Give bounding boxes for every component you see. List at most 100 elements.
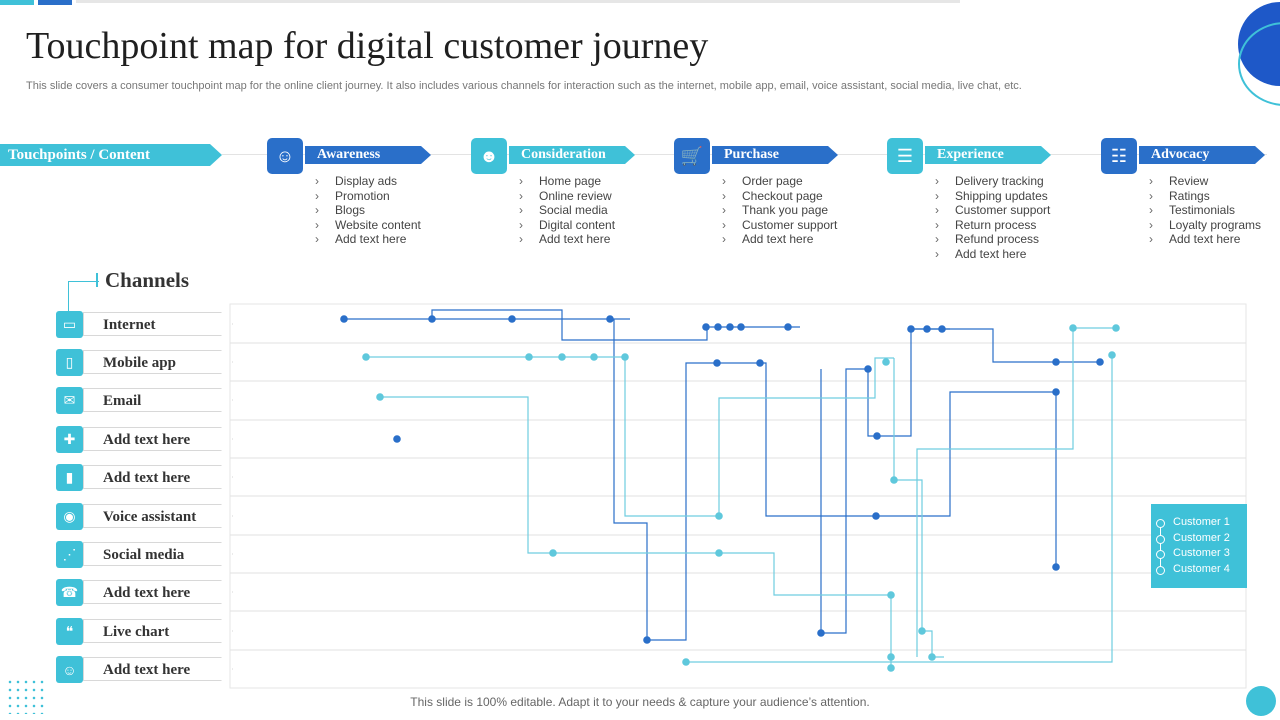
journey-path-light [893, 358, 944, 658]
channels-connector [68, 281, 99, 312]
legend-line [1160, 521, 1161, 571]
stage-touchpoint-list: Delivery trackingShipping updatesCustome… [935, 174, 1050, 261]
touchpoint-node-dark [1052, 563, 1060, 571]
touchpoint-node-dark [643, 636, 651, 644]
touchpoint-node-light [887, 591, 895, 599]
touchpoint-item: Promotion [315, 189, 421, 204]
touchpoint-node-light [376, 393, 384, 401]
stage-touchpoint-list: Display adsPromotionBlogsWebsite content… [315, 174, 421, 247]
voice-assistant-icon: ◉ [56, 503, 83, 530]
touchpoint-node-dark [606, 315, 614, 323]
legend-item: Customer 1 [1173, 516, 1230, 528]
page-subtitle: This slide covers a consumer touchpoint … [26, 80, 1022, 92]
touchpoint-node-dark [340, 315, 348, 323]
corner-dot [1246, 686, 1276, 716]
top-accent-bar [0, 0, 34, 5]
touchpoints-content-label: Touchpoints / Content [0, 144, 222, 166]
touchpoint-item: Add text here [519, 232, 615, 247]
touchpoint-item: Add text here [315, 232, 421, 247]
touchpoint-item: Home page [519, 174, 615, 189]
channel-label: Add text here [83, 465, 233, 489]
touchpoint-item: Customer support [935, 203, 1050, 218]
touchpoint-node-light [887, 664, 895, 672]
stage-touchpoint-list: Home pageOnline reviewSocial mediaDigita… [519, 174, 615, 247]
top-divider-line [76, 0, 960, 3]
puzzle-icon: ✚ [56, 426, 83, 453]
touchpoint-item: Testimonials [1149, 203, 1261, 218]
journey-path-dark [561, 319, 800, 341]
touchpoint-node-light [918, 627, 926, 635]
legend-item: Customer 2 [1173, 531, 1230, 544]
touchpoint-node-light [882, 358, 890, 366]
channel-label: Add text here [83, 657, 233, 681]
legend-item: Customer 3 [1173, 547, 1230, 559]
customer-legend: Customer 1 Customer 2 Customer 3 Customer 4 [1151, 504, 1247, 588]
legend-marker [1156, 550, 1165, 559]
touchpoint-node-dark [737, 323, 745, 331]
journey-path-light [686, 355, 1113, 663]
touchpoint-item: Digital content [519, 218, 615, 233]
touchpoint-node-dark [1052, 388, 1060, 396]
journey-path-dark [431, 309, 563, 319]
touchpoint-node-dark [428, 315, 436, 323]
share-icon: ⋰ [56, 541, 83, 568]
touchpoint-item: Refund process [935, 232, 1050, 247]
touchpoint-item: Return process [935, 218, 1050, 233]
touchpoint-node-light [590, 353, 598, 361]
stage-touchpoint-list: ReviewRatingsTestimonialsLoyalty program… [1149, 174, 1261, 247]
stage-label-experience: Experience [925, 146, 1051, 164]
channel-label: Mobile app [83, 350, 233, 374]
touchpoint-item: Loyalty programs [1149, 218, 1261, 233]
touchpoint-node-dark [872, 512, 880, 520]
channel-label: Social media [83, 542, 233, 566]
touchpoint-node-dark [923, 325, 931, 333]
touchpoint-item: Display ads [315, 174, 421, 189]
touchpoint-node-dark [817, 629, 825, 637]
channels-title: Channels [105, 268, 190, 292]
touchpoint-node-light [549, 549, 557, 557]
touchpoint-node-light [621, 353, 629, 361]
touchpoint-node-dark [756, 359, 764, 367]
touchpoint-item: Social media [519, 203, 615, 218]
journey-path-dark [821, 328, 1100, 634]
shopping-cart-icon: 🛒 [674, 138, 710, 174]
phone-icon: ▮ [56, 464, 83, 491]
journey-path-light [718, 357, 894, 516]
touchpoint-node-dark [784, 323, 792, 331]
channel-label: Live chart [83, 619, 233, 643]
journey-path-light [916, 328, 1074, 657]
touchpoint-item: Add text here [935, 247, 1050, 262]
touchpoint-node-dark [713, 359, 721, 367]
users-icon: ☺ [56, 656, 83, 683]
touchpoint-node-light [682, 658, 690, 666]
stage-label-consideration: Consideration [509, 146, 635, 164]
touchpoint-item: Checkout page [722, 189, 837, 204]
touchpoint-item: Delivery tracking [935, 174, 1050, 189]
touchpoint-node-dark [702, 323, 710, 331]
touchpoint-node-dark [726, 323, 734, 331]
laptop-icon: ▭ [56, 311, 83, 338]
touchpoint-node-light [362, 353, 370, 361]
touchpoint-node-light [1112, 324, 1120, 332]
chat-support-icon: ☎ [56, 579, 83, 606]
touchpoint-node-light [715, 512, 723, 520]
envelope-icon: ✉ [56, 387, 83, 414]
touchpoint-node-light [928, 653, 936, 661]
touchpoint-node-dark [1096, 358, 1104, 366]
journey-path-dark [647, 362, 877, 641]
touchpoint-node-dark [393, 435, 401, 443]
touchpoint-node-light [715, 549, 723, 557]
touchpoint-item: Add text here [1149, 232, 1261, 247]
touchpoint-node-dark [508, 315, 516, 323]
touchpoint-node-dark [907, 325, 915, 333]
clipboard-icon: ☰ [887, 138, 923, 174]
person-presentation-icon: ☺ [267, 138, 303, 174]
touchpoint-item: Website content [315, 218, 421, 233]
touchpoint-node-dark [1052, 358, 1060, 366]
journey-path-dark [877, 391, 1056, 517]
journey-path-dark [613, 319, 648, 640]
mobile-icon: ▯ [56, 349, 83, 376]
page-title: Touchpoint map for digital customer jour… [26, 25, 709, 67]
touchpoint-item: Thank you page [722, 203, 837, 218]
